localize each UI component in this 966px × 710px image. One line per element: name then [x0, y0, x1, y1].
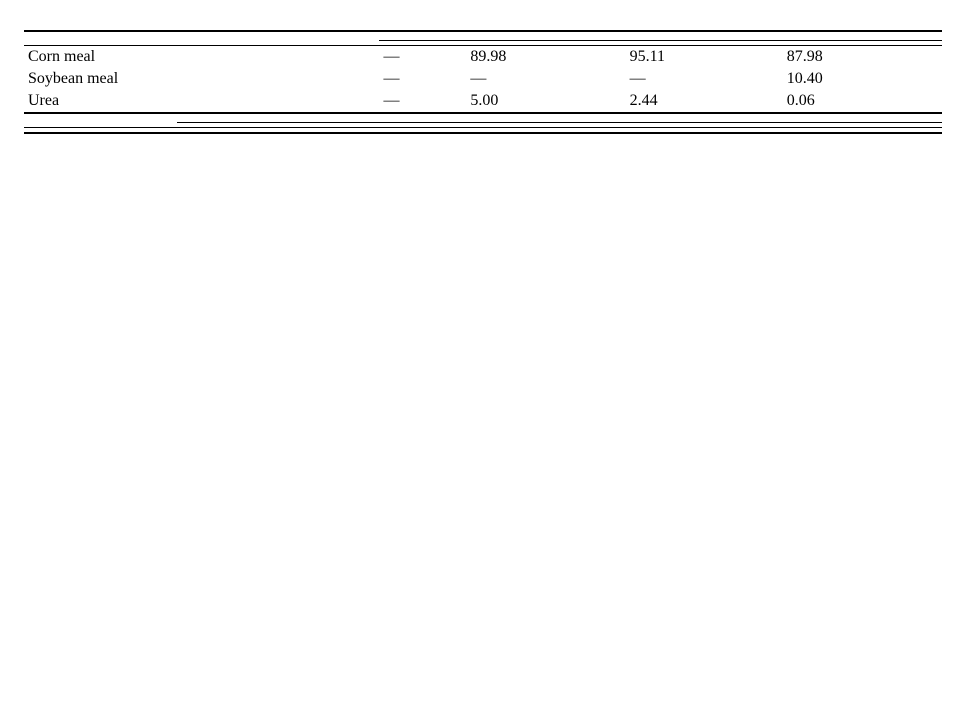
ingredient-label: Urea — [24, 90, 379, 112]
ingredient-value: — — [466, 68, 625, 90]
ingredient-value: 2.44 — [626, 90, 783, 112]
ingredient-value: 10.40 — [783, 68, 942, 90]
ingredient-value: 89.98 — [466, 46, 625, 69]
composition-table — [24, 112, 942, 134]
ingredient-value: 5.00 — [466, 90, 625, 112]
ingredient-value: 87.98 — [783, 46, 942, 69]
ingredient-value: — — [379, 68, 466, 90]
ingredient-label: Corn meal — [24, 46, 379, 69]
ingredient-value: — — [379, 90, 466, 112]
ingredient-value: — — [379, 46, 466, 69]
ingredient-label: Soybean meal — [24, 68, 379, 90]
ingredients-table: Corn meal—89.9895.1187.98Soybean meal———… — [24, 30, 942, 112]
ingredient-value: — — [626, 68, 783, 90]
ingredient-value: 95.11 — [626, 46, 783, 69]
ingredient-value: 0.06 — [783, 90, 942, 112]
